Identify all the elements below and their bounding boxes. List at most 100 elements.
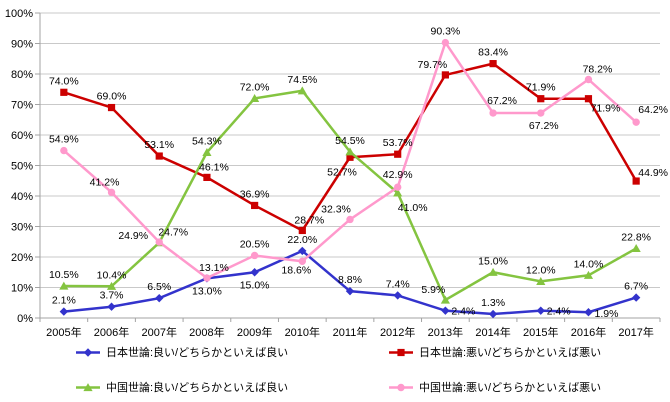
data-label: 12.0% [526,264,556,276]
y-axis-label: 90% [11,39,33,51]
circle-marker-icon [537,109,545,117]
data-label: 72.0% [240,81,270,93]
square-marker-icon [537,95,545,103]
triangle-marker-icon [583,270,594,279]
data-label: 54.5% [335,135,365,147]
square-marker-icon [60,88,68,96]
triangle-marker-icon [536,277,546,285]
data-label: 1.3% [481,297,505,309]
data-label: 18.6% [281,264,311,276]
circle-marker-icon [489,109,497,117]
legend-item-japan-good: 日本世論:良い/どちらかといえば良い [75,344,288,360]
data-label: 69.0% [97,91,127,103]
x-axis-label: 2012年 [380,325,415,339]
diamond-marker-icon [155,293,164,303]
y-axis-label: 0% [17,313,33,325]
triangle-marker-icon [297,86,307,95]
triangle-marker-icon [631,244,641,253]
diamond-marker-icon [59,307,69,316]
legend-label-china-good: 中国世論:良い/どちらかといえば良い [106,382,289,394]
y-axis-label: 30% [11,222,33,234]
square-marker-icon [584,95,593,103]
data-label: 46.1% [199,161,229,173]
square-marker-icon [632,177,640,185]
circle-marker-icon [203,274,211,282]
data-label: 15.0% [240,279,270,291]
circle-marker-icon [298,257,307,265]
data-label: 74.5% [287,74,317,86]
circle-marker-icon [632,118,640,126]
data-label: 71.9% [591,103,621,115]
data-label: 64.2% [638,104,668,116]
square-marker-icon [441,71,449,79]
triangle-marker-icon [106,281,117,290]
x-axis-label: 2010年 [285,325,320,339]
data-label: 83.4% [478,47,508,59]
legend-circle-icon [389,383,413,391]
data-label: 54.3% [192,135,222,147]
data-label: 7.4% [386,278,410,290]
data-label: 74.0% [49,75,79,87]
square-marker-icon [107,103,116,112]
diamond-marker-icon [441,306,450,315]
x-axis-label: 2016年 [571,325,606,339]
data-label: 14.0% [574,258,604,270]
triangle-marker-icon [488,267,498,276]
square-marker-icon [489,60,497,68]
y-axis-label: 10% [11,283,33,295]
data-label: 42.9% [383,169,413,181]
data-label: 53.7% [383,137,413,149]
square-marker-icon [203,173,211,181]
circle-marker-icon [107,188,116,197]
data-label: 10.4% [97,269,127,281]
circle-marker-icon [346,215,354,224]
diamond-marker-icon [107,302,116,311]
triangle-marker-icon [393,188,403,197]
data-label: 28.7% [294,214,324,226]
data-label: 90.3% [430,26,460,38]
y-axis-label: 50% [11,161,33,173]
diamond-marker-icon [298,246,307,256]
data-label: 53.1% [144,139,174,151]
square-marker-icon [346,153,354,161]
data-label: 24.7% [158,227,188,239]
data-label: 20.5% [240,238,270,250]
data-label: 6.5% [147,281,171,293]
circle-marker-icon [584,75,593,84]
x-axis-label: 2007年 [141,325,176,339]
data-label: 67.2% [487,95,517,107]
x-axis-label: 2005年 [46,325,81,339]
data-label: 36.9% [240,188,270,200]
data-label: 32.3% [321,203,351,215]
triangle-marker-icon [250,94,260,102]
legend-square-icon [389,348,413,356]
diamond-marker-icon [631,293,641,302]
x-axis-label: 2013年 [428,325,463,339]
data-label: 5.9% [421,284,445,296]
legend-triangle-icon [76,382,100,391]
data-label: 79.7% [417,59,447,71]
data-label: 54.9% [49,134,79,146]
data-label: 67.2% [529,120,559,132]
data-label: 78.2% [583,63,613,75]
circle-marker-icon [397,383,405,391]
data-label: 2.1% [52,295,76,307]
square-marker-icon [155,152,163,160]
circle-marker-icon [155,238,163,246]
x-axis-label: 2009年 [237,325,272,339]
square-marker-icon [397,348,405,356]
x-axis-label: 2011年 [333,325,368,339]
legend-label-japan-good: 日本世論:良い/どちらかといえば良い [106,347,289,359]
diamond-marker-icon [83,347,93,357]
triangle-marker-icon [202,147,212,156]
data-label: 13.1% [199,262,229,274]
data-label: 13.0% [192,285,222,297]
square-marker-icon [251,201,259,210]
x-axis-label: 2008年 [189,325,224,339]
legend-diamond-icon [76,347,100,357]
x-axis-label: 2015年 [523,325,558,339]
circle-marker-icon [60,146,68,155]
data-label: 52.7% [327,166,357,178]
square-marker-icon [394,150,402,158]
